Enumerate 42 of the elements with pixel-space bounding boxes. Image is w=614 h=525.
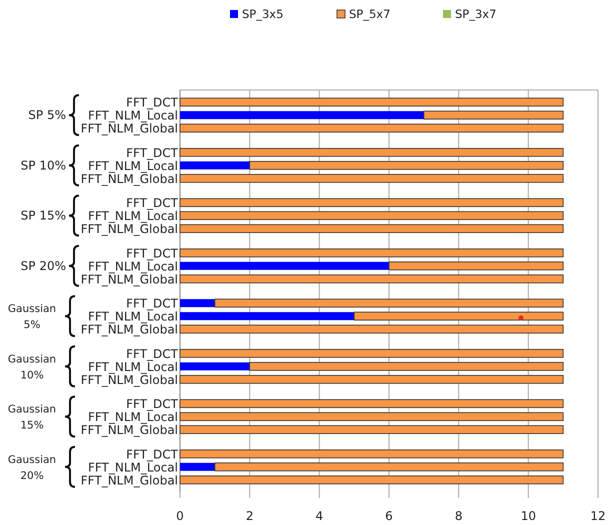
y-tick-label: FFT_NLM_Local [88, 259, 178, 274]
y-tick-label: FFT_NLM_Local [88, 209, 178, 224]
y-tick-label: FFT_DCT [126, 296, 179, 311]
text: Gaussian 5% [8, 303, 56, 332]
x-tick-label: 10 [520, 509, 536, 523]
y-tick-label: FFT_NLM_Global [80, 473, 178, 488]
text: SP 15% [20, 208, 66, 223]
y-tick-label: FFT_DCT [126, 346, 179, 361]
y-tick-label: FFT_DCT [126, 397, 179, 412]
text: SP 20% [20, 258, 66, 273]
x-tick-label: 6 [385, 509, 393, 523]
x-tick-label: 8 [454, 509, 462, 523]
y-tick-label: FFT_DCT [126, 146, 179, 160]
y-tick-label: FFT_NLM_Local [88, 360, 178, 374]
y-tick-label: FFT_NLM_Global [80, 122, 178, 136]
y-tick-label: FFT_DCT [126, 196, 179, 210]
y-tick-label: FFT_DCT [126, 96, 179, 110]
y-tick-label: FFT_NLM_Global [80, 272, 178, 286]
y-tick-label: FFT_NLM_Local [88, 310, 178, 324]
y-tick-label: FFT_NLM_Local [88, 108, 178, 123]
text: SP 5% [28, 108, 66, 122]
text: SP 10% [20, 158, 66, 172]
x-tick-label: 0 [176, 509, 184, 523]
y-tick-label: FFT_DCT [126, 246, 179, 260]
y-tick-label: FFT_NLM_Local [88, 158, 178, 173]
y-tick-label: FFT_NLM_Global [80, 322, 178, 337]
legend-label: SP_3x5 [242, 7, 284, 21]
legend-label: SP_5x7 [349, 7, 390, 21]
legend-label: SP_3x7 [455, 7, 496, 21]
text: Gaussian 15% [8, 404, 56, 432]
y-tick-label: FFT_NLM_Local [88, 410, 178, 424]
x-tick-label: 12 [590, 509, 606, 523]
y-tick-label: FFT_NLM_Global [80, 172, 178, 186]
x-tick-label: 2 [246, 509, 254, 523]
x-tick-label: 4 [316, 509, 324, 523]
y-tick-label: FFT_NLM_Local [88, 460, 178, 474]
y-tick-label: FFT_NLM_Global [80, 423, 178, 438]
text: Gaussian 10% [8, 353, 56, 382]
y-tick-label: FFT_NLM_Global [80, 222, 178, 236]
text: Gaussian 20% [8, 454, 56, 482]
y-tick-label: FFT_NLM_Global [80, 372, 178, 387]
y-tick-label: FFT_DCT [126, 447, 179, 462]
